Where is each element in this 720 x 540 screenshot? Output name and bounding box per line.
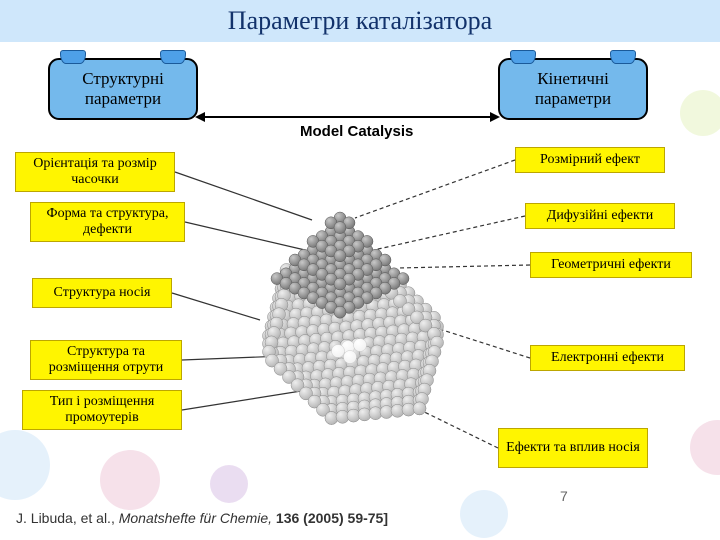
decor-circle xyxy=(460,490,508,538)
structural-params-label: Структурні параметри xyxy=(50,69,196,110)
scroll-tab-icon xyxy=(160,50,186,64)
page-number: 7 xyxy=(560,488,568,504)
catalyst-illustration xyxy=(190,165,530,465)
right-label-1: Дифузійні ефекти xyxy=(525,203,675,229)
citation-ref: 136 (2005) 59-75] xyxy=(276,510,388,526)
scroll-tab-icon xyxy=(60,50,86,64)
decor-circle xyxy=(690,420,720,475)
kinetic-params-label: Кінетичні параметри xyxy=(500,69,646,110)
right-label-3: Електронні ефекти xyxy=(530,345,685,371)
left-label-2: Структура носія xyxy=(32,278,172,308)
decor-circle xyxy=(100,450,160,510)
model-arrow-line xyxy=(205,116,490,118)
decor-circle xyxy=(210,465,248,503)
structural-params-box: Структурні параметри xyxy=(48,58,198,120)
model-catalysis-label: Model Catalysis xyxy=(300,123,413,140)
left-label-0: Орієнтація та розмір часочки xyxy=(15,152,175,192)
scroll-tab-icon xyxy=(610,50,636,64)
right-label-2: Геометричні ефекти xyxy=(530,252,692,278)
decor-circle xyxy=(680,90,720,136)
citation-journal: Monatshefte für Chemie, xyxy=(119,510,276,526)
right-label-0: Розмірний ефект xyxy=(515,147,665,173)
left-label-4: Тип і розміщення промоутерів xyxy=(22,390,182,430)
decor-circle xyxy=(0,430,50,500)
left-label-3: Структура та розміщення отрути xyxy=(30,340,182,380)
title-text: Параметри каталізатора xyxy=(228,6,492,35)
citation-prefix: J. Libuda, et al., xyxy=(16,510,119,526)
scroll-tab-icon xyxy=(510,50,536,64)
kinetic-params-box: Кінетичні параметри xyxy=(498,58,648,120)
citation: J. Libuda, et al., Monatshefte für Chemi… xyxy=(16,510,388,526)
page-title: Параметри каталізатора xyxy=(0,0,720,42)
left-label-1: Форма та структура, дефекти xyxy=(30,202,185,242)
